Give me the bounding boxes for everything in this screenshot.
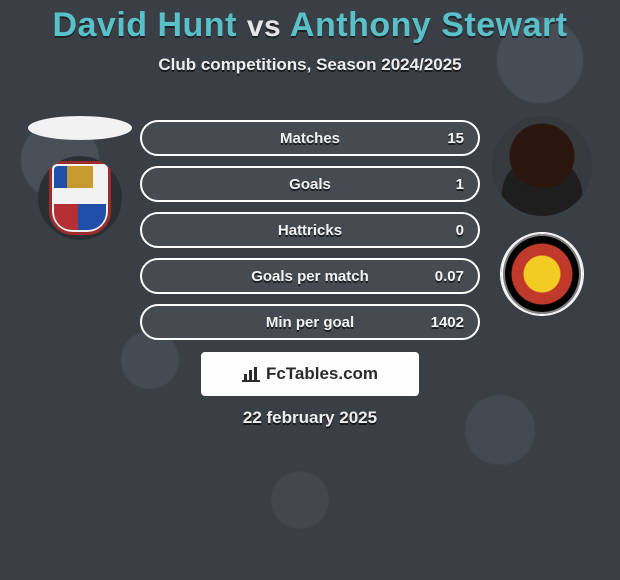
page-title: David Hunt vs Anthony Stewart	[0, 0, 620, 45]
vs-label: vs	[247, 10, 281, 43]
stat-value-right: 0.07	[422, 268, 478, 285]
fctables-label: FcTables.com	[266, 364, 378, 384]
fctables-badge[interactable]: FcTables.com	[201, 352, 419, 396]
player-right-column	[492, 116, 592, 316]
stat-label: Matches	[198, 130, 422, 147]
date-label: 22 february 2025	[0, 408, 620, 428]
player2-name: Anthony Stewart	[290, 6, 568, 44]
stat-value-right: 15	[422, 130, 478, 147]
stat-value-right: 1	[422, 176, 478, 193]
stat-row: Goals per match0.07	[140, 258, 480, 294]
stat-value-right: 1402	[422, 314, 478, 331]
player1-club-badge	[38, 156, 122, 240]
stat-value-right: 0	[422, 222, 478, 239]
player1-photo	[28, 116, 132, 140]
stat-label: Min per goal	[198, 314, 422, 331]
subtitle: Club competitions, Season 2024/2025	[0, 55, 620, 75]
chart-icon	[242, 366, 260, 382]
wealdstone-crest-icon	[49, 161, 111, 235]
stat-label: Goals per match	[198, 268, 422, 285]
player1-name: David Hunt	[52, 6, 236, 44]
player2-club-badge	[500, 232, 584, 316]
stat-row: Hattricks0	[140, 212, 480, 248]
ebbsfleet-crest-icon	[501, 232, 583, 316]
stat-row: Goals1	[140, 166, 480, 202]
stat-label: Hattricks	[198, 222, 422, 239]
stat-row: Matches15	[140, 120, 480, 156]
stats-panel: Matches15 Goals1 Hattricks0 Goals per match…	[140, 120, 480, 340]
stat-label: Goals	[198, 176, 422, 193]
player-left-column	[28, 116, 132, 316]
player2-photo	[492, 116, 592, 216]
stat-row: Min per goal1402	[140, 304, 480, 340]
player2-face-icon	[492, 116, 592, 216]
